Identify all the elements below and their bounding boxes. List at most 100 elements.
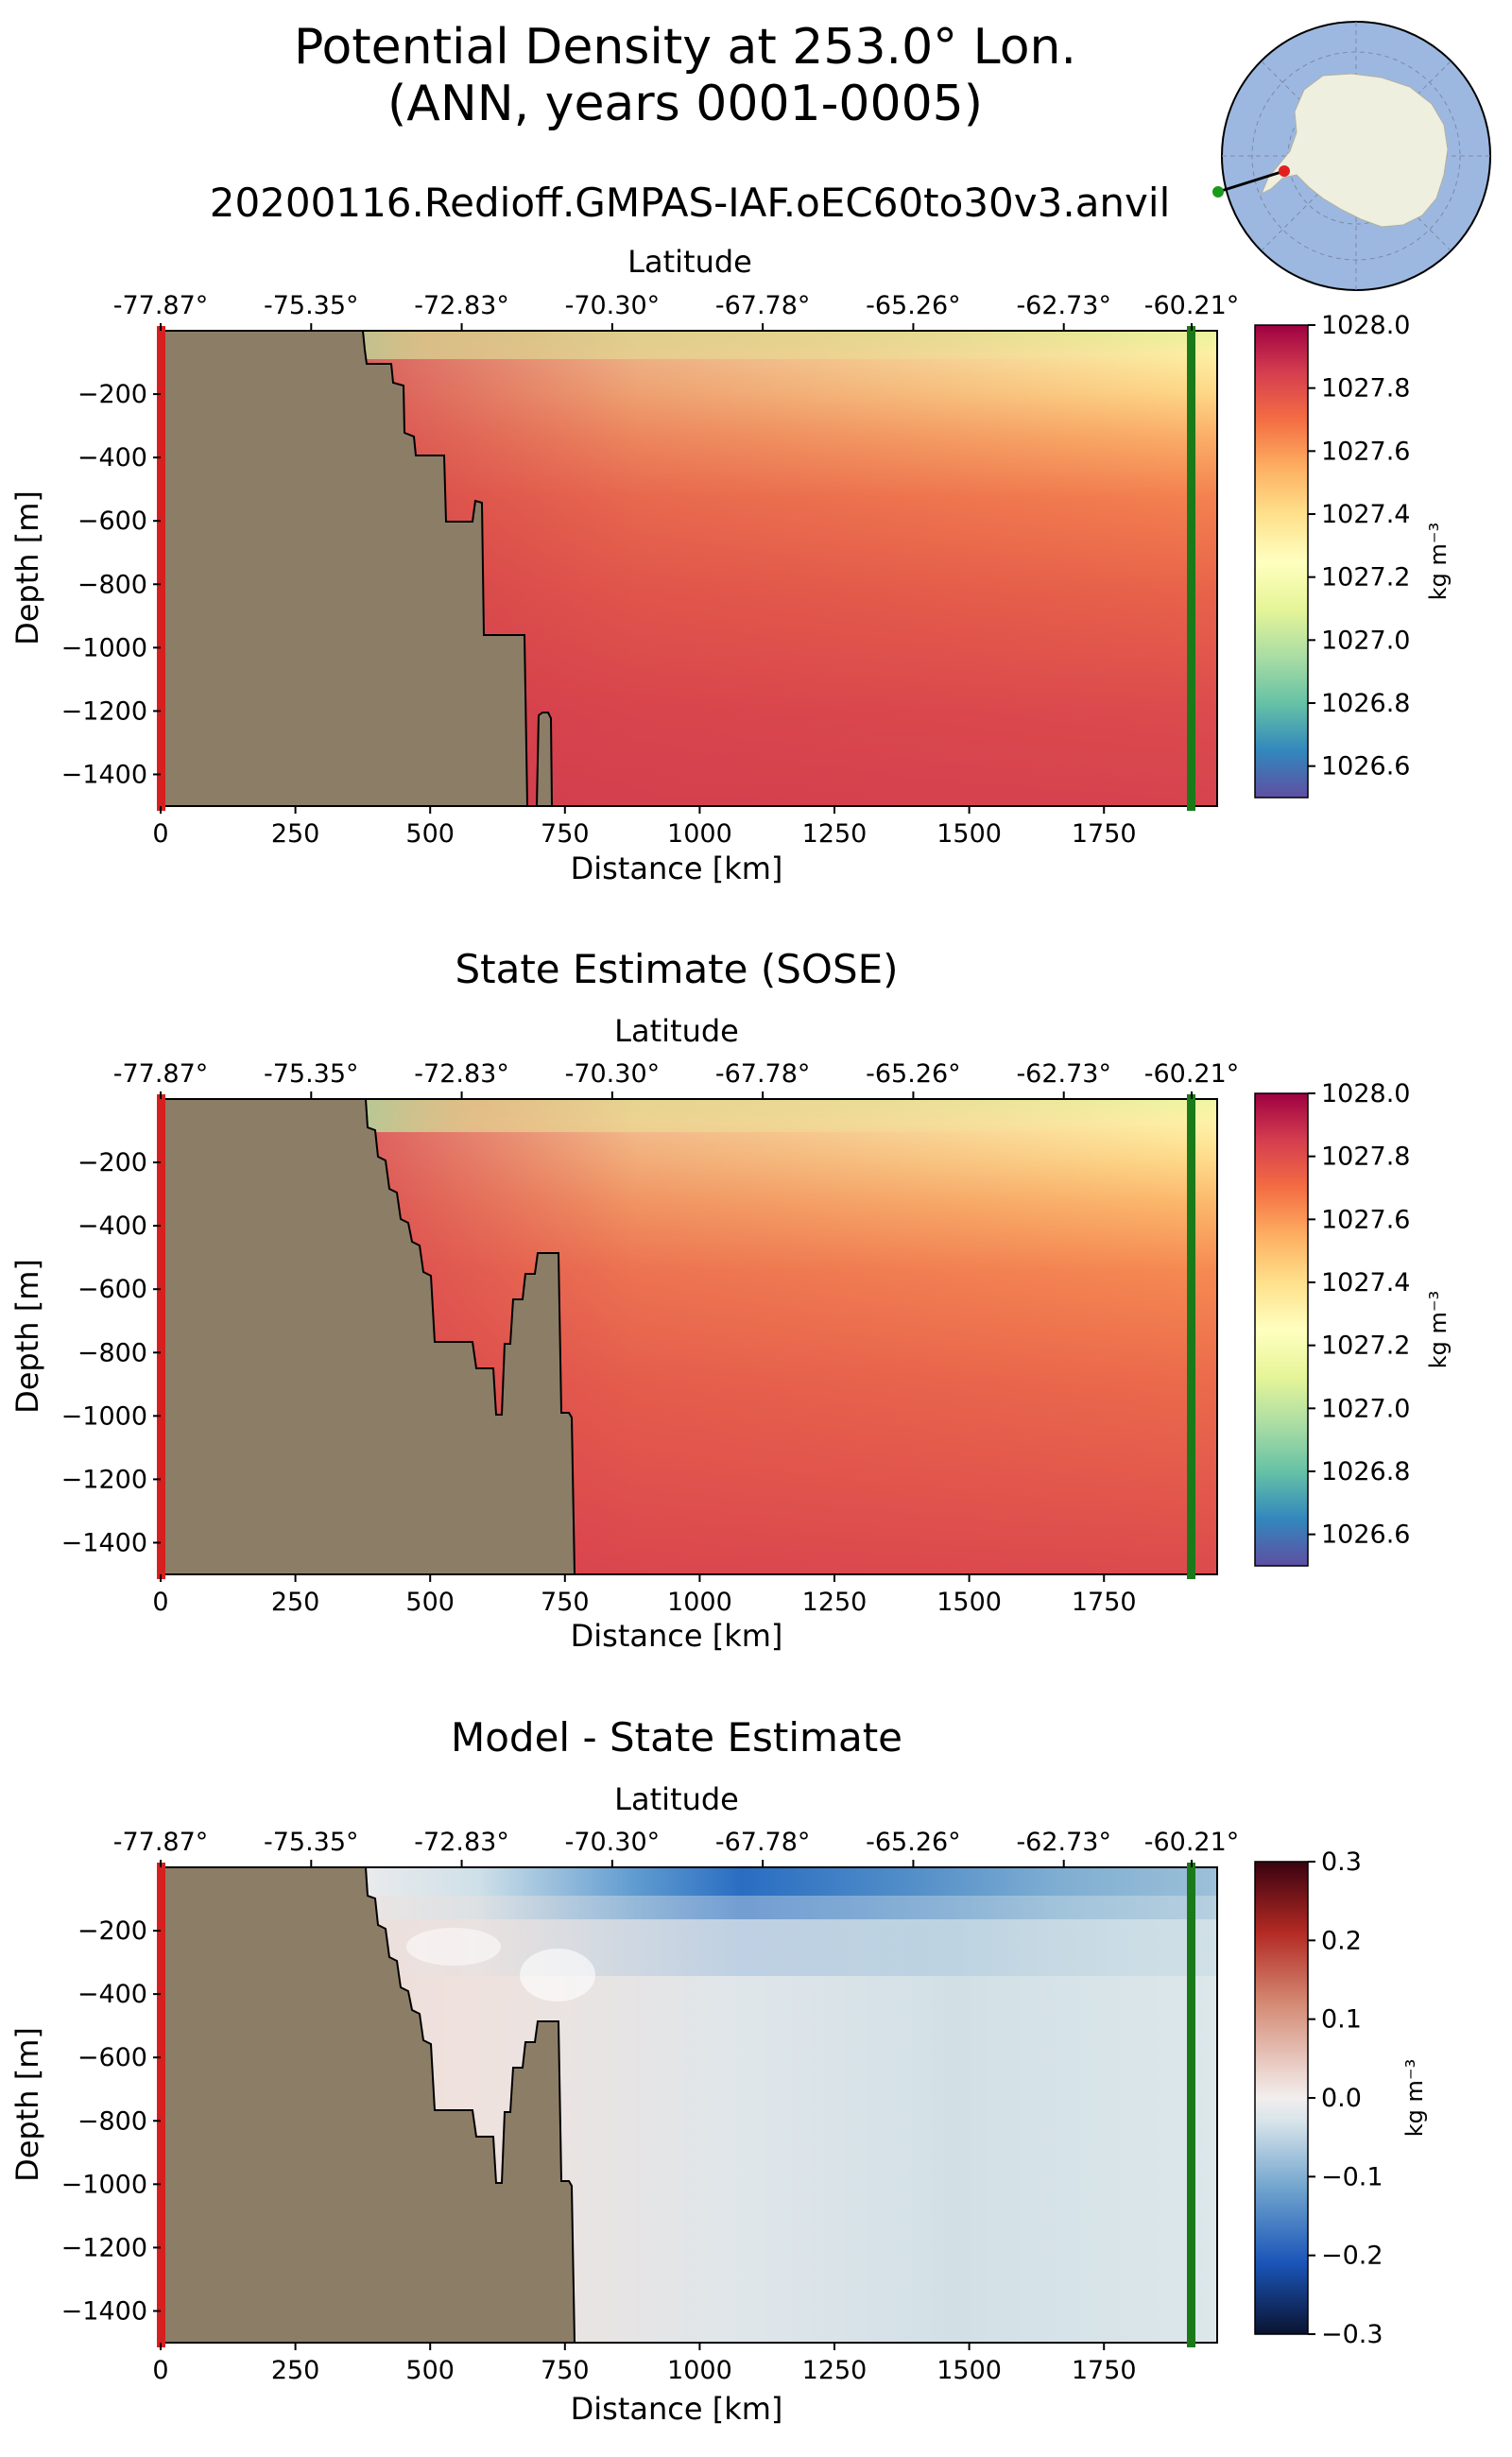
x-tick-label: 250 bbox=[271, 2356, 320, 2385]
x-tick-label: 1500 bbox=[936, 2356, 1002, 2385]
colorbar-tick-label: 1026.6 bbox=[1321, 752, 1410, 782]
y-tick-label: −1000 bbox=[61, 1401, 147, 1431]
lat-tick-label: -60.21° bbox=[1144, 1059, 1240, 1089]
y-tick-label: −1000 bbox=[61, 2170, 147, 2199]
lat-tick-label: -70.30° bbox=[565, 1828, 661, 1857]
x-tick-label: 0 bbox=[152, 2356, 168, 2385]
panel-3-x-ticks: 0 250 500 750 1000 1250 1500 1750 bbox=[152, 2343, 1137, 2385]
lat-tick-label: -72.83° bbox=[414, 1059, 509, 1089]
panel-1-colorbar-label: kg m⁻³ bbox=[1425, 523, 1452, 600]
lat-tick-label: -67.78° bbox=[715, 1828, 811, 1857]
y-tick-label: −200 bbox=[77, 1916, 147, 1946]
y-tick-label: −1200 bbox=[61, 1465, 147, 1494]
colorbar-tick-label: 1027.4 bbox=[1321, 1268, 1410, 1297]
panel-1-colorbar: 1028.0 1027.8 1027.6 1027.4 1027.2 1027.0 1026… bbox=[1254, 311, 1410, 799]
title-line-2: (ANN, years 0001-0005) bbox=[387, 76, 984, 132]
figure-title: Potential Density at 253.0° Lon. (ANN, y… bbox=[0, 19, 1370, 132]
lat-tick-label: -65.26° bbox=[866, 1059, 961, 1089]
panel-2-latitude-label: Latitude bbox=[614, 1013, 739, 1049]
lat-tick-label: -75.35° bbox=[264, 1059, 359, 1089]
antarctica-locator-map bbox=[1212, 21, 1491, 291]
section-start-dot bbox=[1279, 165, 1290, 177]
colorbar-tick-label: −0.3 bbox=[1321, 2320, 1383, 2349]
y-tick-label: −1200 bbox=[61, 696, 147, 726]
panel-3-start-marker bbox=[157, 1863, 165, 2347]
panel-2-colorbar: 1028.0 1027.8 1027.6 1027.4 1027.2 1027.0 1026… bbox=[1254, 1079, 1410, 1567]
colorbar-tick-label: 1027.2 bbox=[1321, 1332, 1410, 1361]
y-tick-label: −600 bbox=[77, 1275, 147, 1304]
lat-tick-label: -77.87° bbox=[113, 291, 209, 320]
title-line-1: Potential Density at 253.0° Lon. bbox=[293, 19, 1077, 76]
y-tick-label: −800 bbox=[77, 570, 147, 599]
panel-2-start-marker bbox=[157, 1094, 165, 1579]
y-tick-label: −400 bbox=[77, 1980, 147, 2009]
x-tick-label: 250 bbox=[271, 1588, 320, 1617]
panel-1-xlabel: Distance [km] bbox=[571, 850, 783, 886]
panel-2-x-ticks: 0 250 500 750 1000 1250 1500 1750 bbox=[152, 1574, 1137, 1617]
lat-tick-label: -62.73° bbox=[1016, 1828, 1111, 1857]
y-tick-label: −800 bbox=[77, 2106, 147, 2136]
lat-tick-label: -72.83° bbox=[414, 291, 509, 320]
x-tick-label: 0 bbox=[152, 1588, 168, 1617]
colorbar-tick-label: −0.2 bbox=[1321, 2242, 1383, 2271]
y-tick-label: −400 bbox=[77, 443, 147, 472]
colorbar-tick-label: 0.0 bbox=[1321, 2084, 1362, 2113]
panel-1-bathymetry bbox=[160, 330, 529, 807]
panel-2-bathymetry bbox=[160, 1098, 576, 1575]
y-tick-label: −1400 bbox=[61, 1528, 147, 1557]
colorbar-tick-label: 1027.0 bbox=[1321, 626, 1410, 655]
panel-1-latitude-label: Latitude bbox=[627, 244, 752, 280]
x-tick-label: 1750 bbox=[1072, 819, 1137, 849]
y-tick-label: −200 bbox=[77, 1148, 147, 1177]
y-tick-label: −600 bbox=[77, 507, 147, 536]
colorbar-tick-label: 0.2 bbox=[1321, 1926, 1362, 1955]
x-tick-label: 1000 bbox=[667, 2356, 732, 2385]
lat-tick-label: -62.73° bbox=[1016, 291, 1111, 320]
panel-1-top-ticks: -77.87° -75.35° -72.83° -70.30° -67.78° -65.2… bbox=[113, 291, 1240, 331]
lat-tick-label: -70.30° bbox=[565, 1059, 661, 1089]
panel-3-xlabel: Distance [km] bbox=[571, 2391, 783, 2427]
x-tick-label: 1250 bbox=[802, 2356, 868, 2385]
panel-2-end-marker bbox=[1187, 1094, 1195, 1579]
x-tick-label: 1250 bbox=[802, 1588, 868, 1617]
colorbar-tick-label: −0.1 bbox=[1321, 2162, 1383, 2191]
x-tick-label: 1750 bbox=[1072, 1588, 1137, 1617]
panel-2-title: State Estimate (SOSE) bbox=[455, 946, 898, 992]
panel-2-ylabel: Depth [m] bbox=[9, 1259, 45, 1414]
colorbar-tick-label: 1027.8 bbox=[1321, 374, 1410, 404]
x-tick-label: 1000 bbox=[667, 819, 732, 849]
colorbar-tick-label: 0.3 bbox=[1321, 1847, 1362, 1877]
lat-tick-label: -70.30° bbox=[565, 291, 661, 320]
panel-sose: State Estimate (SOSE) Latitude 0 250 500 75… bbox=[9, 946, 1452, 1654]
panel-1-y-ticks: −200 −400 −600 −800 −1000 −1200 −1400 bbox=[61, 380, 161, 789]
x-tick-label: 750 bbox=[541, 819, 590, 849]
panel-3-latitude-label: Latitude bbox=[614, 1781, 739, 1817]
y-tick-label: −800 bbox=[77, 1338, 147, 1367]
colorbar-tick-label: 1027.8 bbox=[1321, 1143, 1410, 1172]
colorbar-tick-label: 1026.8 bbox=[1321, 1457, 1410, 1486]
panel-3-end-marker bbox=[1187, 1863, 1195, 2347]
panel-2-xlabel: Distance [km] bbox=[571, 1618, 783, 1654]
x-tick-label: 500 bbox=[405, 819, 455, 849]
panel-difference: Model - State Estimate Latitude 0 250 500 7… bbox=[9, 1714, 1428, 2427]
y-tick-label: −1200 bbox=[61, 2233, 147, 2262]
panel-2-y-ticks: −200 −400 −600 −800 −1000 −1200 −1400 bbox=[61, 1148, 161, 1557]
y-tick-label: −1400 bbox=[61, 2296, 147, 2326]
antarctica-land bbox=[1261, 73, 1449, 228]
lat-tick-label: -60.21° bbox=[1144, 291, 1240, 320]
x-tick-label: 1500 bbox=[936, 1588, 1002, 1617]
colorbar-tick-label: 1027.4 bbox=[1321, 500, 1410, 529]
colorbar-tick-label: 1028.0 bbox=[1321, 1079, 1410, 1108]
lat-tick-label: -62.73° bbox=[1016, 1059, 1111, 1089]
section-line bbox=[1217, 169, 1285, 194]
panel-3-top-ticks: -77.87° -75.35° -72.83° -70.30° -67.78° -65.2… bbox=[113, 1828, 1239, 1867]
y-tick-label: −1400 bbox=[61, 760, 147, 789]
colorbar-tick-label: 1026.6 bbox=[1321, 1521, 1410, 1550]
x-tick-label: 1000 bbox=[667, 1588, 732, 1617]
panel-3-colorbar: 0.3 0.2 0.1 0.0 −0.1 −0.2 −0.3 bbox=[1254, 1847, 1383, 2349]
panel-2-colorbar-label: kg m⁻³ bbox=[1425, 1291, 1452, 1368]
x-tick-label: 1500 bbox=[936, 819, 1002, 849]
x-tick-label: 500 bbox=[405, 1588, 455, 1617]
panel-3-colorbar-label: kg m⁻³ bbox=[1401, 2059, 1428, 2137]
